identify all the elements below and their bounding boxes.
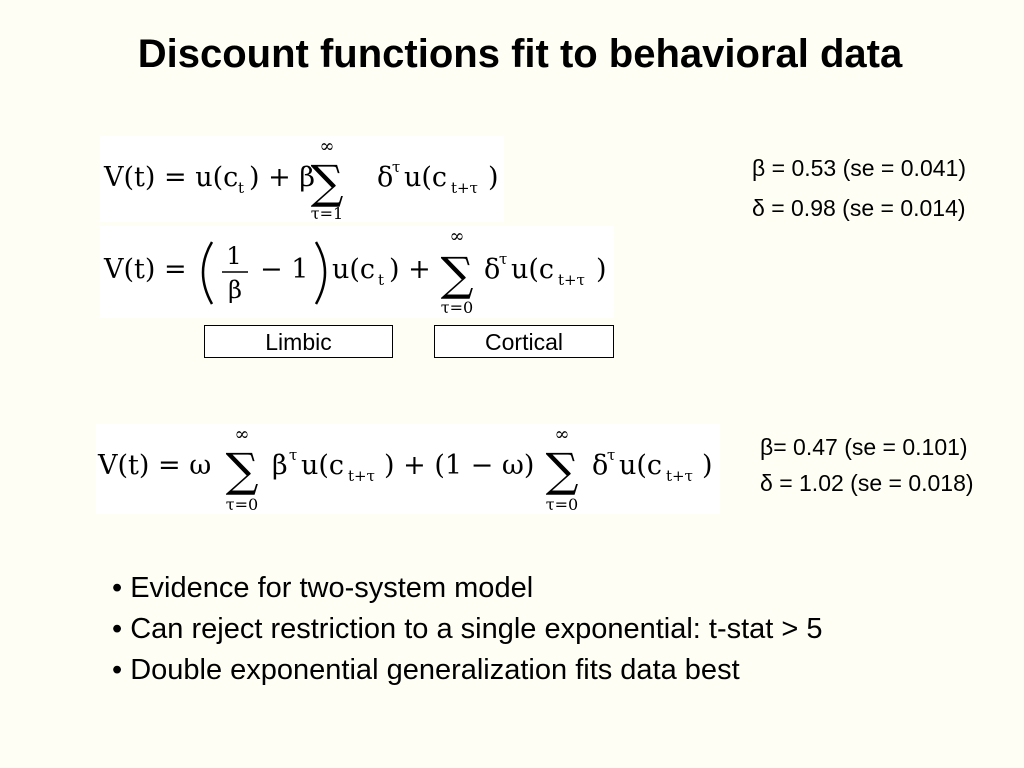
eq1-sum-top: ∞	[320, 136, 335, 157]
eq2-summand: δ	[484, 254, 500, 285]
eq2-sum-bottom: τ=0	[441, 298, 473, 317]
cortical-label: Cortical	[434, 325, 614, 358]
eq2-sum-sign: ∑	[441, 247, 474, 301]
eq2-frac-den: β	[228, 276, 242, 304]
eq1-summand: δ	[377, 162, 393, 193]
eq2-u-ct: u(c	[332, 254, 375, 285]
bullet-item: • Double exponential generalization fits…	[112, 654, 740, 686]
limbic-label: Limbic	[204, 325, 393, 358]
eq2-sub-t: t	[378, 271, 384, 289]
eq3-close: )	[702, 450, 713, 481]
eq2-right-paren	[314, 241, 327, 305]
eq1-sum-bottom: τ=1	[311, 204, 343, 222]
eq2-lhs: V(t) =	[103, 254, 187, 285]
eq2-u-open: u(c	[511, 254, 554, 285]
eq1-close: )	[488, 162, 499, 193]
eq3-u2: u(c	[619, 450, 662, 481]
eq1-plus-beta: ) + β	[249, 162, 315, 193]
bullet-item: • Can reject restriction to a single exp…	[112, 613, 823, 645]
equation-2-svg: V(t) = 1 β − 1 u(c t ) + ∞ ∑ τ=0 δ τ u(c…	[103, 226, 607, 317]
bullet-item: • Evidence for two-system model	[112, 572, 534, 604]
param-beta-bottom: β= 0.47 (se = 0.101)	[760, 434, 968, 460]
eq3-sum2-sign: ∑	[546, 443, 579, 497]
eq3-lhs: V(t) = ω	[97, 450, 211, 481]
bullet-list: • Evidence for two-system model • Can re…	[112, 568, 823, 691]
eq3-mid: ) + (1 − ω)	[384, 450, 534, 481]
eq2-sum-top: ∞	[450, 226, 465, 247]
eq3-sup1: τ	[289, 446, 297, 464]
eq1-u-open: u(c	[404, 162, 447, 193]
eq2-frac-num: 1	[226, 242, 241, 270]
eq3-sub2: t+τ	[666, 467, 693, 485]
equation-double-exponential: V(t) = ω ∞ ∑ τ=0 β τ u(c t+τ ) + (1 − ω)…	[96, 424, 720, 514]
eq1-sub-t: t	[238, 179, 244, 197]
equation-3-svg: V(t) = ω ∞ ∑ τ=0 β τ u(c t+τ ) + (1 − ω)…	[97, 424, 713, 514]
param-delta-bottom: δ = 1.02 (se = 0.018)	[760, 470, 974, 496]
eq1-sub-t-tau: t+τ	[451, 179, 478, 197]
eq3-sum2-top: ∞	[555, 424, 570, 445]
eq3-sum1-top: ∞	[235, 424, 250, 445]
eq2-left-paren	[201, 241, 214, 305]
eq3-sum2-bottom: τ=0	[546, 495, 578, 514]
eq2-close: )	[596, 254, 607, 285]
eq3-sum1-bottom: τ=0	[226, 495, 258, 514]
eq2-minus-one: − 1	[260, 254, 308, 285]
eq2-plus: ) +	[389, 254, 431, 285]
param-delta-top: δ = 0.98 (se = 0.014)	[752, 195, 966, 221]
equation-1-svg: V(t) = u(c t ) + β ∞ ∑ τ=1 δ τ u(c t+τ )	[103, 136, 499, 222]
eq1-sum-sign: ∑	[311, 155, 344, 209]
eq3-summand2: δ	[592, 450, 608, 481]
slide-title: Discount functions fit to behavioral dat…	[137, 32, 903, 76]
equation-limbic-cortical: V(t) = 1 β − 1 u(c t ) + ∞ ∑ τ=0 δ τ u(c…	[100, 226, 614, 318]
eq1-lhs: V(t) = u(c	[103, 162, 238, 193]
eq3-sum1-sign: ∑	[226, 443, 259, 497]
eq3-u1: u(c	[301, 450, 344, 481]
eq2-sup-tau: τ	[499, 250, 507, 268]
eq3-sup2: τ	[607, 446, 615, 464]
eq3-summand1: β	[272, 450, 288, 481]
equation-single-system: V(t) = u(c t ) + β ∞ ∑ τ=1 δ τ u(c t+τ )	[100, 136, 504, 222]
param-beta-top: β = 0.53 (se = 0.041)	[752, 155, 966, 181]
eq2-sub-t-tau: t+τ	[558, 271, 585, 289]
eq1-sup-tau: τ	[392, 158, 400, 176]
eq3-sub1: t+τ	[348, 467, 375, 485]
